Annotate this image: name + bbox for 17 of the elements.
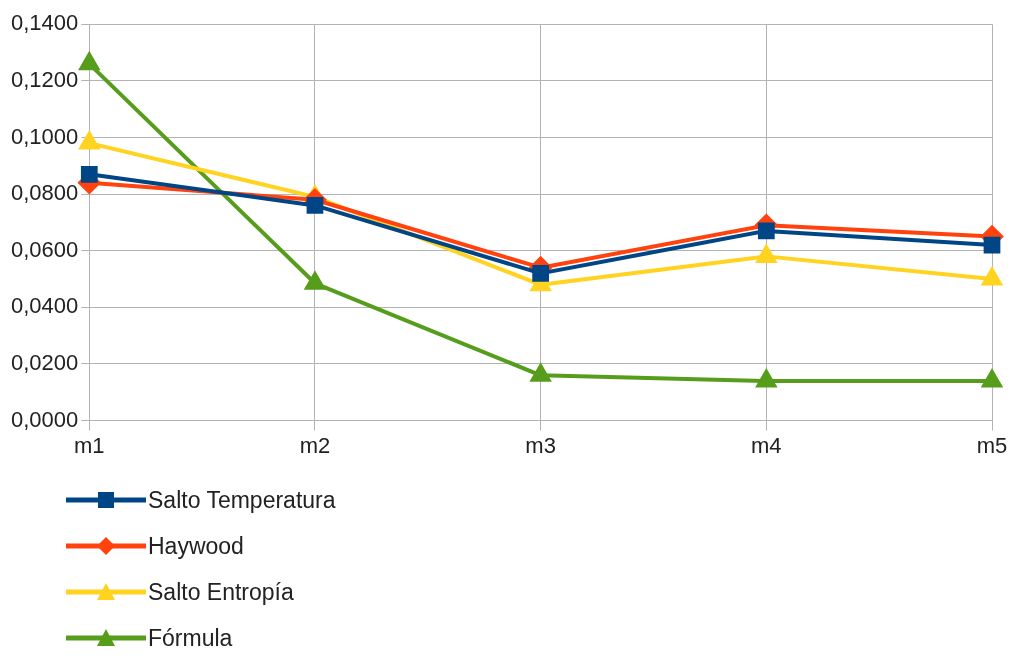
x-tick-label: m4 [751,432,782,458]
x-tick-label: m2 [299,432,331,458]
x-tick-label: m5 [976,432,1008,458]
y-tick-label: 0,0400 [10,293,79,319]
x-tick-label: m1 [74,432,105,458]
y-tick-label: 0,0800 [10,180,79,206]
y-tick-label: 0,1000 [10,123,79,149]
y-tick-label: 0,0000 [10,406,79,432]
y-tick-label: 0,1200 [10,66,79,92]
legend-label: Haywood [148,532,244,560]
legend-label: Fórmula [148,624,233,652]
legend-label: Salto Temperatura [148,486,336,514]
legend-label: Salto Entropía [148,578,294,606]
y-tick-label: 0,1400 [10,10,79,36]
y-tick-label: 0,0600 [10,236,79,262]
x-tick-label: m3 [525,432,556,458]
y-tick-label: 0,0200 [10,350,79,376]
